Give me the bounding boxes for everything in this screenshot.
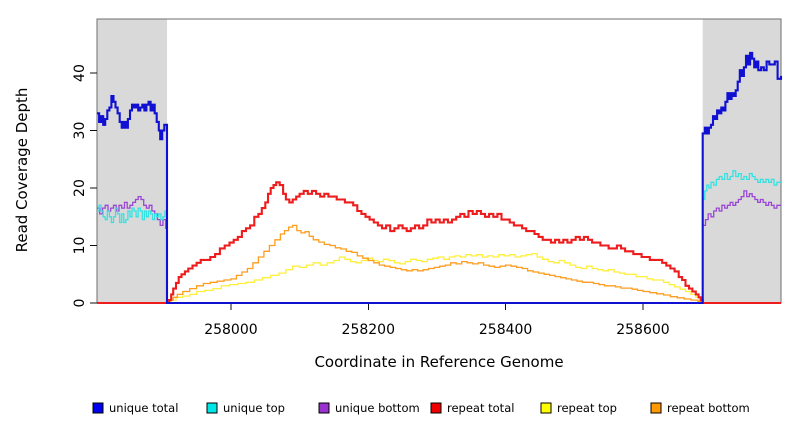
plot-box — [96, 18, 782, 304]
x-tick-label: 258000 — [204, 322, 257, 338]
legend-item-label: unique bottom — [335, 401, 420, 415]
legend-item-label: unique top — [223, 401, 285, 415]
legend-item: unique top — [206, 401, 285, 415]
y-tick-label: 40 — [72, 64, 88, 82]
legend-item: unique total — [92, 401, 178, 415]
y-tick-label: 10 — [72, 237, 88, 255]
legend-swatch — [540, 402, 552, 414]
legend-swatch — [92, 402, 104, 414]
x-tick-label: 258200 — [342, 322, 395, 338]
y-axis-title: Read Coverage Depth — [13, 88, 31, 253]
legend-item: unique bottom — [318, 401, 420, 415]
legend-swatch — [650, 402, 662, 414]
legend-swatch — [206, 402, 218, 414]
shaded-regions — [97, 19, 781, 303]
series-line-repeat-total — [97, 181, 781, 305]
series-lines — [97, 51, 783, 305]
legend-item-label: repeat total — [447, 401, 514, 415]
legend-item-label: repeat bottom — [667, 401, 750, 415]
legend-swatch — [430, 402, 442, 414]
shaded-region — [97, 19, 168, 303]
y-tick-label: 20 — [72, 179, 88, 197]
series-line-unique-bottom — [97, 190, 781, 304]
legend-swatch — [318, 402, 330, 414]
legend-item-label: unique total — [109, 401, 178, 415]
y-tick-label: 0 — [72, 299, 88, 308]
legend-item: repeat bottom — [650, 401, 750, 415]
legend: unique total unique top unique bottom repea… — [92, 401, 750, 415]
x-tick-label: 258600 — [616, 322, 669, 338]
series-line-unique-total — [97, 51, 783, 305]
x-tick-label: 258400 — [479, 322, 532, 338]
plot-border — [96, 18, 782, 304]
legend-item: repeat total — [430, 401, 514, 415]
series-line-repeat-top — [97, 252, 781, 304]
series-line-repeat-bottom — [97, 224, 781, 304]
legend-item-label: repeat top — [557, 401, 617, 415]
series-line-unique-top — [97, 170, 781, 304]
legend-item: repeat top — [540, 401, 617, 415]
x-axis-title: Coordinate in Reference Genome — [314, 353, 563, 371]
shaded-region — [702, 19, 781, 303]
y-tick-label: 30 — [72, 122, 88, 140]
